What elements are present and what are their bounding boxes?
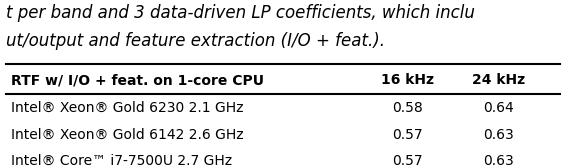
Text: 0.63: 0.63: [483, 127, 513, 142]
Text: RTF w/ I/O + feat. on 1-core CPU: RTF w/ I/O + feat. on 1-core CPU: [11, 73, 264, 87]
Text: 0.63: 0.63: [483, 154, 513, 166]
Text: ut/output and feature extraction (I/O + feat.).: ut/output and feature extraction (I/O + …: [6, 32, 385, 50]
Text: 0.57: 0.57: [392, 127, 423, 142]
Text: 24 kHz: 24 kHz: [471, 73, 525, 87]
Text: 0.58: 0.58: [392, 101, 423, 115]
Text: 0.64: 0.64: [483, 101, 513, 115]
Text: Intel® Xeon® Gold 6142 2.6 GHz: Intel® Xeon® Gold 6142 2.6 GHz: [11, 127, 244, 142]
Text: t per band and 3 data-driven LP coefficients, which inclu: t per band and 3 data-driven LP coeffici…: [6, 4, 474, 22]
Text: 0.57: 0.57: [392, 154, 423, 166]
Text: Intel® Core™ i7-7500U 2.7 GHz: Intel® Core™ i7-7500U 2.7 GHz: [11, 154, 233, 166]
Text: 16 kHz: 16 kHz: [381, 73, 434, 87]
Text: Intel® Xeon® Gold 6230 2.1 GHz: Intel® Xeon® Gold 6230 2.1 GHz: [11, 101, 244, 115]
